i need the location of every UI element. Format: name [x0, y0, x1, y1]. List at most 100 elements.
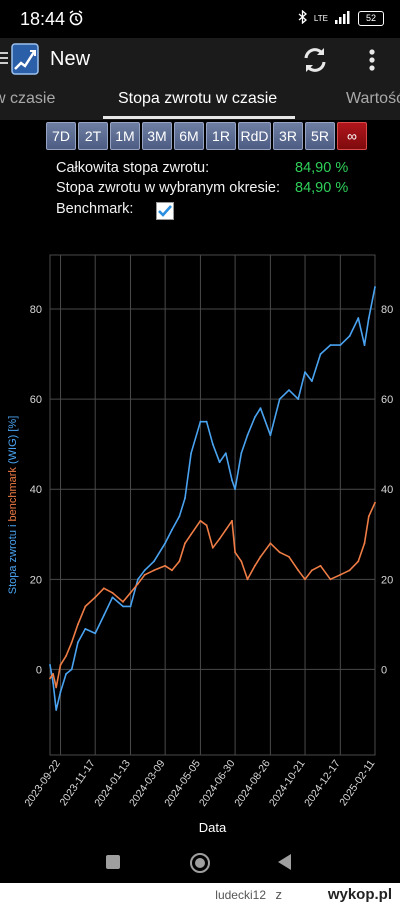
period-button-1r[interactable]: 1R [206, 122, 236, 150]
benchmark-series-point [363, 542, 366, 545]
app-logo-icon[interactable] [0, 42, 40, 78]
benchmark-series-point [137, 582, 139, 585]
period-selector: 7D 2T 1M 3M 6M 1R RdD 3R 5R ∞ [46, 122, 367, 150]
benchmark-series-point [111, 591, 114, 594]
return-series-point [65, 673, 67, 675]
tab-return-over-time[interactable]: Stopa zwrotu w czasie [118, 90, 278, 107]
recent-apps-icon[interactable] [106, 855, 120, 869]
alarm-icon [68, 10, 84, 31]
return-chart[interactable]: 0 0 20 20 40 40 60 60 80 80 2023-09-22 2023-11-17 20… [0, 245, 400, 843]
benchmark-series-point [224, 528, 227, 531]
tab-indicator [103, 116, 295, 119]
back-icon[interactable] [278, 854, 291, 870]
benchmark-series-point [254, 564, 256, 567]
tab-return-over-time-prev[interactable]: w czasie [0, 90, 56, 107]
x-tick-label: 2024-06-30 [197, 758, 238, 809]
period-button-rdd[interactable]: RdD [238, 122, 271, 150]
period-button-3m[interactable]: 3M [142, 122, 172, 150]
benchmark-series-point [218, 537, 221, 540]
return-series-point [199, 420, 202, 423]
y-axis-label: Stopa zwrotu i benchmark (WIG) [%] [7, 416, 19, 595]
benchmark-series-point [65, 655, 67, 657]
x-axis-label: Data [199, 820, 227, 835]
return-series-point [178, 515, 181, 518]
benchmark-series-point [122, 600, 124, 603]
benchmark-label: Benchmark: [56, 201, 134, 217]
benchmark-series-point [234, 551, 236, 554]
benchmark-series-point [310, 569, 313, 572]
benchmark-series-point [55, 686, 58, 689]
period-button-1m[interactable]: 1M [110, 122, 140, 150]
y-tick-label-left: 40 [30, 484, 42, 496]
watermark-strip: ludecki12 z wykop.pl [0, 883, 400, 908]
benchmark-series-point [184, 542, 186, 545]
battery-icon: 52 [358, 11, 384, 26]
return-series-point [240, 452, 243, 455]
period-button-7d[interactable]: 7D [46, 122, 76, 150]
y-tick-label-right: 40 [381, 484, 393, 496]
tabs-bar: w czasie Stopa zwrotu w czasie Wartość [0, 82, 400, 120]
period-button-6m[interactable]: 6M [174, 122, 204, 150]
return-series-point [111, 596, 114, 599]
refresh-icon[interactable] [298, 44, 332, 76]
benchmark-series-point [319, 564, 322, 567]
watermark-z: z [275, 887, 283, 902]
benchmark-series-point [94, 596, 97, 599]
benchmark-series-point [59, 664, 62, 666]
y-tick-label-left: 80 [30, 304, 42, 316]
return-series-point [52, 682, 54, 684]
home-icon-dot [195, 858, 205, 868]
benchmark-series-point [269, 542, 272, 545]
status-bar: 18:44 LTE 52 [0, 0, 400, 38]
return-series-point [367, 317, 370, 319]
return-series-point [297, 398, 300, 401]
benchmark-series-point [288, 555, 290, 558]
period-button-5r[interactable]: 5R [305, 122, 335, 150]
return-series-point [171, 528, 173, 531]
return-series-point [357, 317, 360, 319]
benchmark-series-point [304, 578, 306, 581]
y-tick-label-left: 20 [30, 574, 42, 586]
benchmark-series-point [240, 560, 243, 563]
x-tick-label: 2025-02-11 [337, 758, 377, 808]
benchmark-series-point [339, 573, 342, 576]
return-series-point [339, 344, 342, 346]
return-series-point [59, 691, 62, 693]
return-series-point [137, 578, 139, 581]
return-series-point [218, 461, 221, 464]
return-series-point [49, 664, 51, 666]
benchmark-series-point [102, 587, 105, 590]
return-series-point [164, 542, 167, 545]
y-axis-label-part: (WIG) [%] [7, 416, 19, 467]
tab-value[interactable]: Wartość [346, 90, 400, 107]
period-button-all[interactable]: ∞ [337, 122, 367, 150]
period-button-3r[interactable]: 3R [273, 122, 303, 150]
return-series-point [259, 407, 262, 410]
benchmark-series-point [259, 555, 262, 558]
period-return-value: 84,90 % [295, 180, 349, 196]
period-button-2t[interactable]: 2T [78, 122, 108, 150]
benchmark-series-point [84, 605, 87, 608]
y-tick-label-right: 80 [381, 304, 393, 316]
return-series-point [363, 344, 366, 346]
x-tick-label: 2023-11-17 [57, 758, 97, 808]
benchmark-series-point [348, 569, 351, 572]
return-series-point [184, 497, 186, 500]
benchmark-checkbox[interactable] [156, 202, 174, 220]
home-icon[interactable] [190, 853, 210, 873]
return-series-point [288, 389, 290, 392]
period-return-label: Stopa zwrotu w wybranym okresie: [56, 180, 281, 196]
benchmark-series-point [278, 551, 281, 554]
return-series-point [319, 353, 322, 355]
y-tick-label-right: 60 [381, 394, 393, 406]
benchmark-series-point [374, 501, 376, 504]
y-axis-label-part: benchmark [7, 467, 19, 522]
benchmark-series-point [357, 560, 360, 563]
overflow-menu-icon[interactable] [362, 44, 382, 76]
return-series-point [94, 632, 97, 635]
return-series-point [143, 569, 146, 572]
signal-icon [334, 10, 352, 27]
return-series-point [102, 614, 105, 617]
benchmark-series-point [199, 519, 202, 522]
benchmark-series-point [178, 560, 181, 563]
